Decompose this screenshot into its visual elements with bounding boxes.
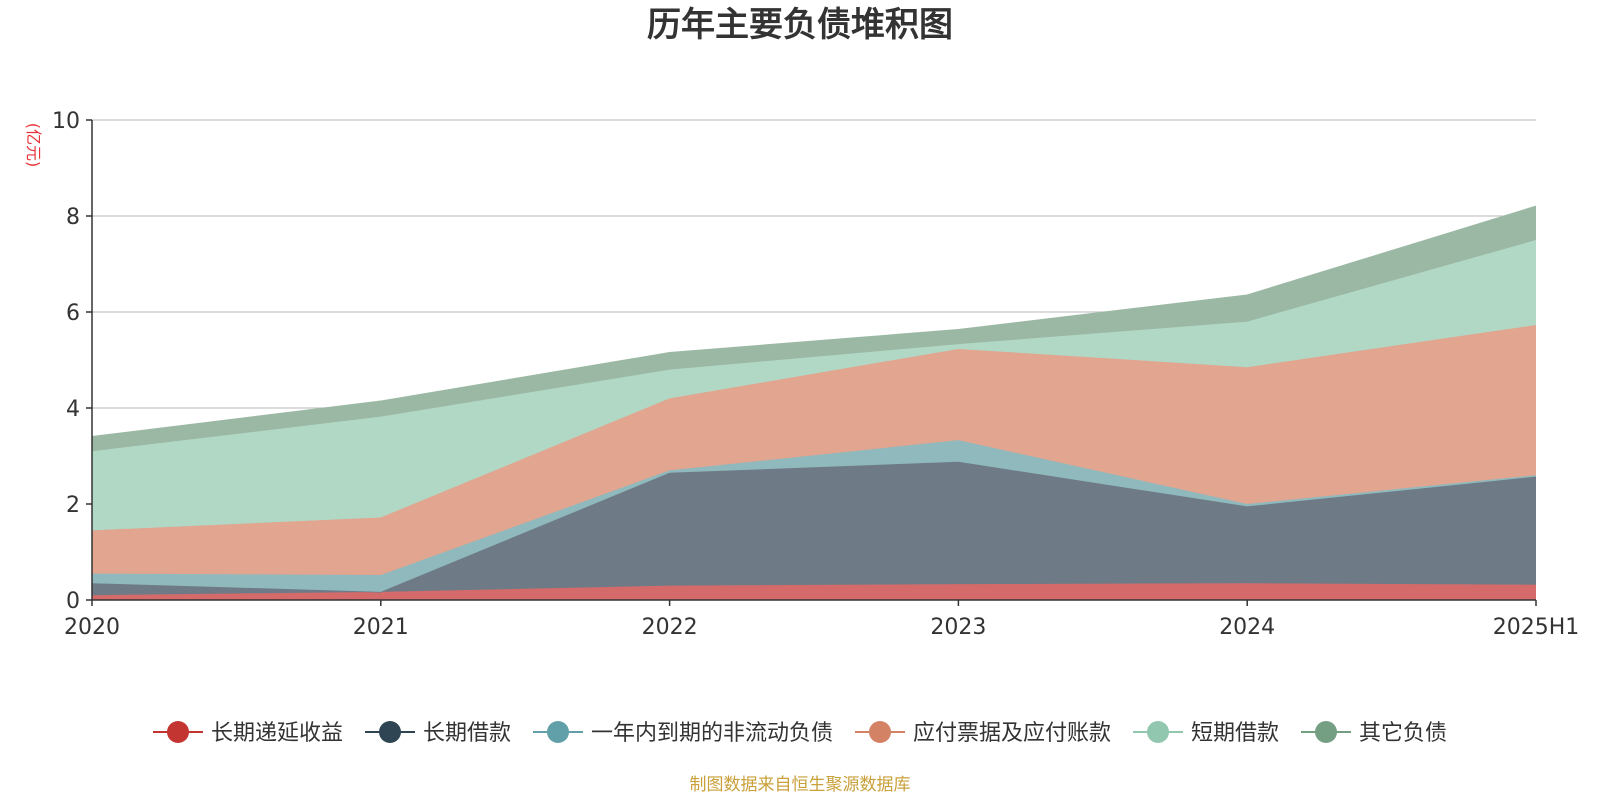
legend-label-5: 其它负债 [1359, 721, 1447, 746]
y-tick-label-6: 6 [66, 301, 80, 326]
x-tick-label-4: 2024 [1219, 615, 1275, 640]
y-tick-label-10: 10 [52, 109, 80, 134]
area-series-2 [92, 440, 1536, 592]
y-axis-unit: (亿元) [24, 123, 43, 168]
area-series [91, 205, 1537, 600]
y-tick-label-2: 2 [66, 493, 80, 518]
legend-label-0: 长期递延收益 [211, 721, 343, 746]
legend-label-2: 一年内到期的非流动负债 [591, 721, 833, 746]
legend[interactable]: 长期递延收益 长期借款 一年内到期的非流动负债 应付票据及应付账款 短期借款 其它负债 [152, 721, 1447, 746]
legend-label-1: 长期借款 [423, 721, 511, 746]
y-tick-label-0: 0 [66, 589, 80, 614]
y-tick-label-8: 8 [66, 205, 80, 230]
legend-item-1[interactable]: 长期借款 [364, 721, 511, 746]
legend-label-4: 短期借款 [1191, 721, 1279, 746]
area-series-3 [92, 324, 1536, 576]
area-series-1 [92, 461, 1536, 596]
area-series-5 [92, 206, 1536, 452]
legend-marker-1 [378, 721, 401, 743]
source-note: 制图数据来自恒生聚源数据库 [690, 775, 911, 795]
area-series-0 [92, 583, 1536, 600]
legend-item-2[interactable]: 一年内到期的非流动负债 [532, 721, 833, 746]
legend-marker-2 [546, 721, 569, 743]
x-tick-label-0: 2020 [64, 615, 120, 640]
x-tick-label-2: 2022 [642, 615, 698, 640]
legend-marker-0 [166, 721, 189, 743]
legend-item-0[interactable]: 长期递延收益 [152, 721, 343, 746]
legend-item-4[interactable]: 短期借款 [1133, 721, 1279, 746]
axes: 0 2 4 6 8 10 2020 2021 2022 2023 2024 2025H1 [52, 109, 1579, 640]
legend-item-3[interactable]: 应付票据及应付账款 [855, 721, 1111, 746]
legend-marker-4 [1147, 721, 1170, 743]
legend-item-5[interactable]: 其它负债 [1301, 721, 1447, 746]
chart-title: 历年主要负债堆积图 [647, 5, 953, 45]
area-series-4 [92, 240, 1536, 531]
area-edge-5 [91, 205, 1537, 438]
x-tick-label-1: 2021 [353, 615, 409, 640]
legend-label-3: 应付票据及应付账款 [913, 721, 1111, 746]
legend-marker-5 [1315, 721, 1338, 743]
y-tick-label-4: 4 [66, 397, 80, 422]
x-tick-label-5: 2025H1 [1493, 615, 1580, 640]
x-tick-label-3: 2023 [930, 615, 986, 640]
legend-marker-3 [869, 721, 892, 743]
